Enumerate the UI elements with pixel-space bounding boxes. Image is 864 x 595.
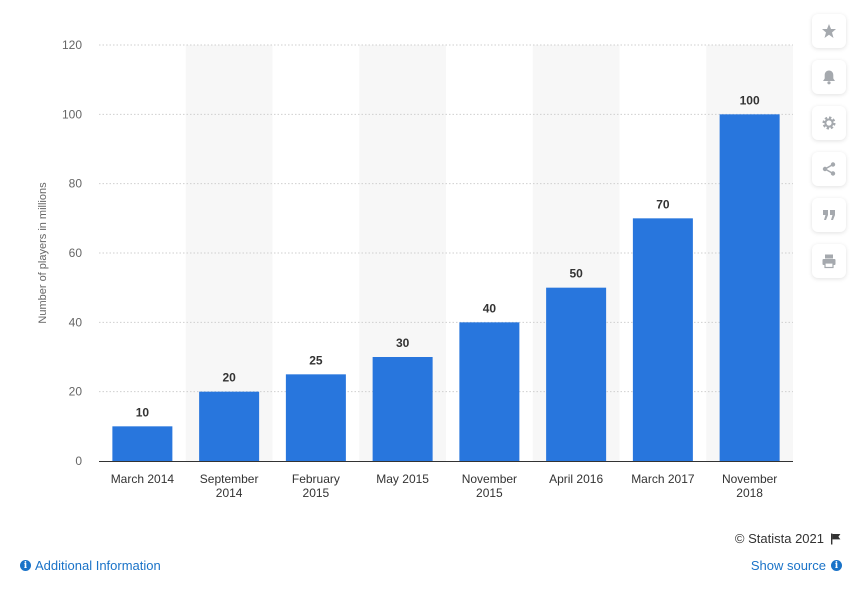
data-label: 100 — [740, 93, 760, 107]
info-icon: i — [20, 560, 31, 571]
y-tick-label: 120 — [62, 38, 82, 52]
x-tick-label-line: 2014 — [216, 486, 243, 500]
y-tick-label: 100 — [62, 107, 82, 121]
bars — [112, 114, 780, 461]
data-label: 30 — [396, 336, 410, 350]
x-tick-label: March 2017 — [631, 472, 695, 486]
show-source-label: Show source — [750, 558, 826, 573]
x-tick-label-line: 2015 — [303, 486, 330, 500]
credit-text: © Statista 2021 — [734, 531, 824, 546]
data-labels: 10 20 25 30 40 50 70 100 — [136, 93, 760, 419]
y-tick-label: 60 — [69, 246, 83, 260]
x-tick-label-line: May 2015 — [376, 472, 429, 486]
y-tick-label: 80 — [69, 177, 83, 191]
print-icon — [822, 254, 836, 269]
info-icon: i — [831, 560, 842, 571]
share-icon — [822, 162, 836, 176]
x-tick-label: May 2015 — [376, 472, 429, 486]
y-tick-label: 40 — [69, 315, 83, 329]
x-tick-label-line: March 2014 — [111, 472, 175, 486]
x-tick-label-line: November — [462, 472, 517, 486]
y-axis-ticks: 0 20 40 60 80 100 120 — [62, 38, 82, 468]
bar[interactable] — [285, 374, 346, 461]
additional-info-label: Additional Information — [35, 558, 161, 573]
x-tick-label-line: 2018 — [736, 486, 763, 500]
x-tick-label-line: 2015 — [476, 486, 503, 500]
x-tick-label: September 2014 — [200, 472, 259, 500]
bar[interactable] — [199, 391, 260, 461]
data-label: 25 — [309, 353, 323, 367]
bell-icon — [823, 70, 835, 85]
show-source-link[interactable]: Show source i — [751, 558, 842, 573]
x-tick-label-line: September — [200, 472, 259, 486]
favorite-button[interactable] — [812, 14, 846, 48]
data-label: 20 — [222, 371, 236, 385]
x-tick-label: November 2015 — [462, 472, 517, 500]
x-tick-label-line: November — [722, 472, 777, 486]
bar[interactable] — [112, 426, 173, 461]
share-button[interactable] — [812, 152, 846, 186]
settings-button[interactable] — [812, 106, 846, 140]
data-label: 10 — [136, 405, 150, 419]
x-tick-label-line: April 2016 — [549, 472, 603, 486]
data-label: 50 — [569, 267, 583, 281]
flag-icon — [831, 533, 841, 544]
quote-icon — [823, 210, 835, 220]
chart-toolbar — [812, 14, 848, 290]
y-tick-label: 0 — [75, 454, 82, 468]
print-button[interactable] — [812, 244, 846, 278]
bar[interactable] — [546, 287, 607, 461]
data-label: 70 — [656, 197, 670, 211]
bar[interactable] — [372, 357, 433, 461]
x-tick-label: February 2015 — [292, 472, 340, 500]
x-tick-label-line: February — [292, 472, 340, 486]
star-icon — [822, 24, 836, 38]
y-axis-title: Number of players in millions — [37, 182, 49, 324]
bar[interactable] — [459, 322, 520, 461]
x-tick-label: March 2014 — [111, 472, 175, 486]
bar[interactable] — [719, 114, 780, 461]
x-tick-label: November 2018 — [722, 472, 777, 500]
bar-chart: 0 20 40 60 80 100 120 10 20 25 30 40 50 70 100 March … — [37, 38, 793, 500]
data-label: 40 — [483, 301, 497, 315]
x-tick-label-line: March 2017 — [631, 472, 695, 486]
copyright-credit[interactable]: © Statista 2021 — [735, 531, 842, 546]
additional-information-link[interactable]: i Additional Information — [20, 558, 161, 573]
bar[interactable] — [632, 218, 693, 461]
cite-button[interactable] — [812, 198, 846, 232]
x-tick-label: April 2016 — [549, 472, 603, 486]
y-tick-label: 20 — [69, 385, 83, 399]
gear-icon — [822, 116, 836, 130]
notification-button[interactable] — [812, 60, 846, 94]
